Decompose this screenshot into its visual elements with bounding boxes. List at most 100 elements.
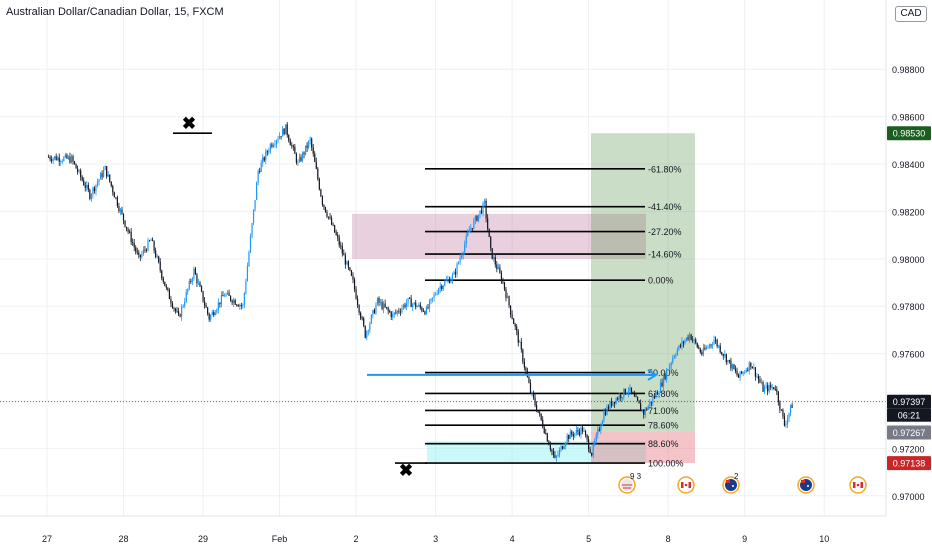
flag-band	[681, 482, 684, 488]
candle-body	[467, 232, 469, 236]
candle-body	[574, 433, 576, 437]
candle-body	[236, 304, 238, 306]
candle-body	[607, 406, 610, 409]
event-badge[interactable]: 9 3	[618, 472, 642, 494]
candle-body	[562, 446, 564, 449]
event-badge[interactable]	[797, 476, 815, 494]
candle-body	[604, 411, 607, 415]
fib-label: -61.80%	[648, 164, 682, 174]
candle-body	[350, 270, 353, 276]
candle-body	[630, 387, 633, 393]
candle-body	[98, 179, 100, 183]
event-badge[interactable]: 2	[722, 472, 740, 494]
candle-body	[334, 225, 336, 233]
candle-body	[673, 355, 675, 358]
candle-body	[275, 140, 278, 145]
candle-body	[453, 272, 455, 275]
candle-body	[756, 376, 758, 378]
candle-body	[477, 214, 480, 221]
zones	[352, 133, 695, 464]
candle-body	[572, 434, 574, 437]
candle-body	[269, 144, 271, 152]
fib-label: 88.60%	[648, 439, 679, 449]
candle-body	[750, 362, 752, 367]
candle-body	[539, 412, 541, 414]
candle-body	[531, 392, 533, 394]
candle-body	[659, 382, 662, 394]
candle-body	[626, 393, 628, 395]
candle-body	[349, 267, 351, 271]
price-tag	[887, 126, 931, 141]
candle-body	[150, 239, 152, 241]
candle-body	[433, 294, 435, 298]
candle-body	[644, 408, 646, 415]
candle-body	[606, 406, 608, 415]
candle-body	[87, 185, 89, 190]
candle-body	[156, 256, 158, 258]
candle-body	[716, 340, 718, 346]
candle-body	[505, 289, 507, 298]
candle-body	[358, 305, 360, 313]
candle-body	[447, 279, 449, 281]
candle-body	[217, 302, 219, 310]
candle-body	[669, 365, 671, 370]
candle-body	[327, 216, 330, 218]
event-badge[interactable]	[849, 476, 867, 494]
candle-body	[246, 266, 249, 282]
candle-body	[566, 435, 568, 443]
candle-body	[705, 347, 708, 350]
x-tick-label: 28	[118, 534, 128, 544]
candle-body	[376, 297, 379, 305]
candle-body	[386, 307, 388, 308]
candle-body	[347, 261, 350, 268]
candle-body	[356, 298, 359, 306]
candle-body	[191, 278, 193, 282]
candle-body	[268, 151, 270, 153]
candle-body	[476, 216, 478, 221]
candle-body	[378, 297, 380, 303]
candle-body	[768, 384, 770, 392]
candle-body	[684, 340, 686, 344]
grid	[0, 0, 886, 516]
currency-selector[interactable]: CAD	[895, 6, 927, 22]
candle-body	[658, 393, 660, 395]
candle-body	[72, 156, 74, 162]
candle-body	[392, 313, 394, 318]
y-tick-label: 0.97600	[892, 350, 925, 360]
candle-body	[384, 303, 386, 308]
candle-body	[672, 357, 674, 363]
flag-band	[688, 482, 691, 488]
candle-body	[422, 310, 424, 312]
candle-body	[320, 189, 322, 197]
maple-dot	[856, 483, 860, 487]
event-badge[interactable]	[677, 476, 695, 494]
candle-body	[757, 376, 760, 380]
candle-body	[49, 157, 51, 160]
candle-body	[282, 128, 284, 137]
candle-body	[119, 209, 122, 212]
candle-body	[285, 124, 287, 135]
price-tag-label: 0.97267	[893, 428, 926, 438]
candle-body	[147, 240, 149, 251]
candle-body	[425, 307, 428, 315]
candle-body	[372, 309, 374, 315]
candle-body	[216, 309, 218, 313]
candle-body	[249, 236, 252, 253]
fib-label: -41.40%	[648, 202, 682, 212]
fib-label: 100.00%	[648, 459, 684, 469]
candle-body	[780, 409, 782, 411]
candle-body	[145, 249, 148, 251]
candle-body	[497, 267, 499, 270]
candle-body	[202, 291, 204, 302]
candle-body	[727, 359, 729, 363]
candle-body	[171, 303, 174, 308]
candle-body	[231, 300, 233, 303]
candle-body	[499, 267, 501, 273]
candle-body	[161, 270, 163, 279]
candle-body	[405, 303, 408, 308]
candles	[47, 121, 793, 462]
candle-body	[122, 213, 125, 221]
candle-body	[245, 281, 247, 293]
